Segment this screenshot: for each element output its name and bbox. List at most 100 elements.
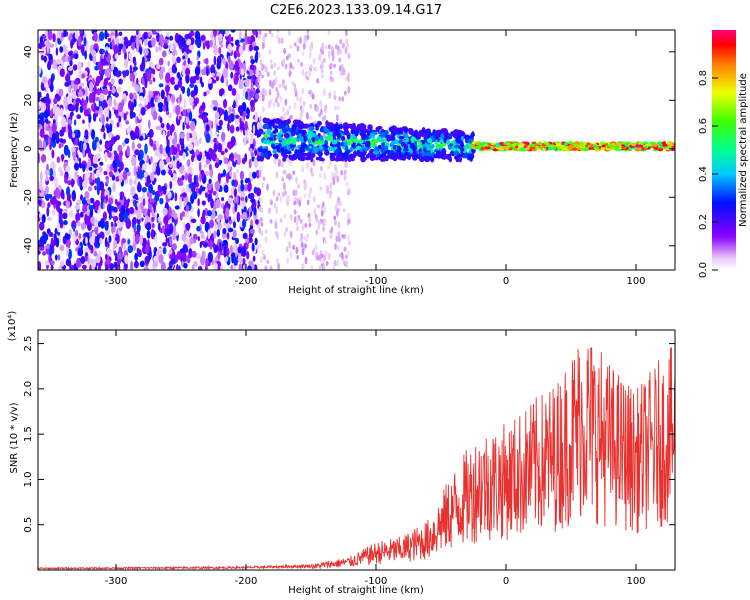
spectrogram-cell bbox=[230, 71, 234, 79]
spectrogram-cell bbox=[341, 96, 345, 102]
spectrogram-cell bbox=[254, 53, 258, 64]
spectrogram-cell bbox=[38, 249, 41, 255]
spectrogram-cell bbox=[146, 230, 151, 239]
spectrogram-cell bbox=[118, 70, 122, 77]
spectrogram-cell bbox=[426, 138, 433, 144]
spectrogram-cell bbox=[89, 208, 94, 218]
spectrogram-cell bbox=[66, 192, 71, 202]
spectrogram-cell bbox=[234, 39, 240, 46]
spectrogram-cell bbox=[190, 137, 196, 143]
spectrogram-cell bbox=[599, 141, 606, 145]
spectrogram-cell bbox=[359, 124, 365, 129]
spectrogram-cell bbox=[286, 109, 290, 116]
spectrogram-cell bbox=[155, 46, 159, 53]
spectrogram-cell bbox=[91, 49, 97, 57]
spectrogram-cell bbox=[644, 145, 649, 149]
spectrogram-cell bbox=[200, 231, 204, 240]
spectrogram-cell bbox=[338, 237, 341, 242]
spectrogram-cell bbox=[148, 61, 154, 68]
spectrogram-cell bbox=[47, 216, 52, 222]
spectrogram-cell bbox=[412, 155, 418, 160]
spectrogram-cell bbox=[239, 74, 242, 80]
spectrogram-cell bbox=[178, 115, 182, 121]
spectrogram-cell bbox=[344, 90, 347, 96]
spectrogram-cell bbox=[259, 115, 262, 122]
spectrogram-cell bbox=[94, 65, 100, 71]
snr-x-label: Height of straight line (km) bbox=[288, 585, 424, 596]
spectrogram-cell bbox=[470, 132, 476, 137]
spectrogram-cell bbox=[383, 145, 389, 152]
spectrogram-cell bbox=[215, 76, 219, 82]
spectrogram-cell bbox=[176, 160, 180, 169]
spectrogram-cell bbox=[333, 89, 336, 96]
spectrogram-cell bbox=[193, 98, 198, 107]
spectrogram-cell bbox=[657, 141, 662, 145]
spectrogram-cell bbox=[423, 132, 429, 138]
spectrogram-cell bbox=[275, 86, 278, 92]
spectrogram-cell bbox=[318, 265, 322, 270]
spectrogram-cell bbox=[263, 134, 269, 139]
spectrogram-cell bbox=[179, 132, 185, 139]
spectrogram-cell bbox=[52, 132, 56, 143]
spectrogram-cell bbox=[264, 89, 268, 97]
y-tick-label: 0.5 bbox=[23, 517, 34, 533]
spectrogram-cell bbox=[250, 151, 254, 157]
spectrogram-cell bbox=[261, 74, 264, 79]
spectrogram-cell bbox=[260, 165, 263, 171]
spectrogram-cell bbox=[471, 141, 476, 145]
spectrogram-cell bbox=[108, 171, 114, 178]
spectrogram-cell bbox=[277, 262, 280, 270]
spectrogram-cell bbox=[551, 146, 557, 150]
spectrogram-cell bbox=[280, 147, 285, 153]
spectrogram-cell bbox=[334, 164, 337, 172]
spectrogram-cell bbox=[327, 253, 331, 260]
spectrogram-cell bbox=[48, 53, 53, 61]
spectrogram-cell bbox=[341, 234, 345, 239]
spectrogram-cell bbox=[88, 244, 94, 251]
spectrogram-heatmap bbox=[38, 30, 675, 270]
spectrogram-cell bbox=[309, 44, 312, 53]
spectrogram-cell bbox=[144, 244, 150, 254]
spectrogram-cell bbox=[260, 230, 264, 237]
spectrogram-cell bbox=[99, 139, 103, 145]
spectrogram-cell bbox=[99, 237, 103, 245]
spectrogram-cell bbox=[457, 145, 463, 150]
spectrogram-cell bbox=[380, 131, 387, 138]
spectrogram-cell bbox=[58, 265, 62, 270]
spectrogram-cell bbox=[83, 110, 90, 117]
spectrogram-cell bbox=[246, 251, 250, 260]
spectrogram-cell bbox=[68, 51, 72, 56]
spectrogram-cell bbox=[183, 262, 188, 269]
spectrogram-cell bbox=[338, 154, 343, 160]
spectrogram-cell bbox=[291, 141, 296, 145]
spectrogram-cell bbox=[92, 154, 99, 165]
spectrogram-cell bbox=[91, 104, 94, 112]
spectrogram-cell bbox=[451, 147, 457, 152]
spectrogram-cell bbox=[342, 67, 346, 76]
spectrogram-cell bbox=[199, 223, 203, 234]
spectrogram-cell bbox=[190, 218, 197, 223]
spectrogram-cell bbox=[219, 37, 223, 42]
spectrogram-cell bbox=[82, 119, 85, 124]
spectrogram-cell bbox=[197, 267, 202, 270]
spectrogram-cell bbox=[272, 153, 278, 158]
spectrogram-cell bbox=[100, 198, 104, 210]
spectrogram-cell bbox=[290, 114, 293, 120]
spectrogram-cell bbox=[71, 146, 76, 153]
spectrogram-cell bbox=[99, 181, 105, 192]
spectrogram-cell bbox=[293, 200, 297, 206]
spectrogram-cell bbox=[307, 129, 314, 136]
spectrogram-cell bbox=[310, 167, 313, 174]
spectrogram-cell bbox=[38, 104, 41, 110]
spectrogram-cell bbox=[181, 175, 185, 181]
spectrogram-cell bbox=[38, 65, 42, 75]
spectrogram-cell bbox=[140, 106, 146, 116]
spectrogram-cell bbox=[475, 145, 481, 149]
spectrogram-cell bbox=[230, 136, 236, 147]
spectrogram-cell bbox=[245, 91, 249, 100]
spectrogram-cell bbox=[330, 226, 334, 234]
spectrogram-cell bbox=[82, 148, 85, 158]
spectrogram-cell bbox=[227, 197, 233, 205]
spectrogram-cell bbox=[277, 66, 280, 71]
spectrogram-cell bbox=[139, 234, 143, 246]
